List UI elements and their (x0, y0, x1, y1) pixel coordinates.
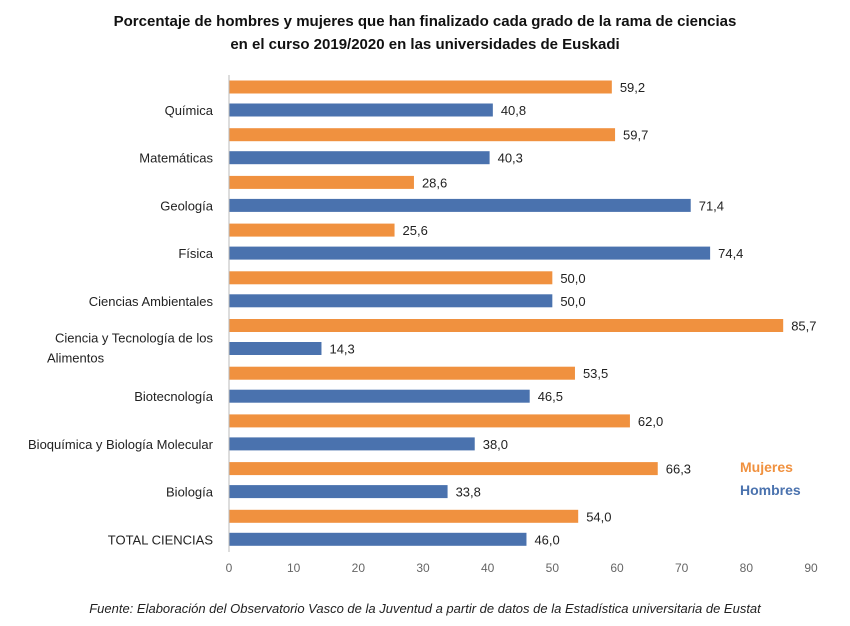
data-label: 25,6 (403, 223, 428, 238)
data-label: 38,0 (483, 437, 508, 452)
bar-mujeres (229, 271, 553, 285)
category-label: Física (178, 246, 213, 261)
bar-hombres (229, 246, 711, 260)
bar-hombres (229, 103, 493, 117)
x-tick-label: 60 (610, 561, 624, 575)
category-label: Bioquímica y Biología Molecular (28, 437, 214, 452)
data-label: 40,8 (501, 103, 526, 118)
data-label: 71,4 (699, 198, 724, 213)
category-label: Alimentos (47, 351, 105, 366)
data-label: 28,6 (422, 175, 447, 190)
chart-title-line-1: Porcentaje de hombres y mujeres que han … (113, 13, 737, 30)
category-label: Geología (160, 198, 214, 213)
bar-mujeres (229, 223, 395, 237)
bar-hombres (229, 342, 322, 355)
x-tick-label: 80 (740, 561, 754, 575)
data-label: 14,3 (329, 342, 354, 357)
data-label: 85,7 (791, 319, 816, 334)
data-label: 33,8 (456, 485, 481, 500)
data-label: 53,5 (583, 366, 608, 381)
bar-hombres (229, 389, 530, 403)
data-label: 74,4 (718, 246, 743, 261)
x-tick-label: 0 (226, 561, 233, 575)
data-label: 59,2 (620, 80, 645, 95)
chart-title-line-2: en el curso 2019/2020 en las universidad… (230, 36, 620, 53)
bar-mujeres (229, 366, 575, 380)
x-tick-label: 30 (416, 561, 430, 575)
bar-hombres (229, 198, 691, 212)
data-label: 62,0 (638, 414, 663, 429)
x-tick-label: 20 (352, 561, 366, 575)
category-label: Matemáticas (139, 151, 213, 166)
data-label: 46,5 (538, 389, 563, 404)
x-tick-label: 70 (675, 561, 689, 575)
x-tick-label: 10 (287, 561, 301, 575)
category-label: Ciencias Ambientales (89, 294, 214, 309)
bar-hombres (229, 485, 448, 499)
bar-mujeres (229, 509, 579, 523)
category-label: Biología (166, 485, 214, 500)
bar-mujeres (229, 128, 616, 142)
bar-hombres (229, 437, 475, 451)
x-tick-label: 90 (804, 561, 818, 575)
data-label: 50,0 (560, 271, 585, 286)
bar-mujeres (229, 414, 630, 428)
legend-mujeres: Mujeres (740, 459, 793, 475)
chart-footer: Fuente: Elaboración del Observatorio Vas… (89, 601, 761, 616)
bar-mujeres (229, 462, 658, 476)
data-label: 66,3 (666, 462, 691, 477)
data-label: 46,0 (534, 532, 559, 547)
data-label: 54,0 (586, 509, 611, 524)
category-label: Ciencia y Tecnología de los (55, 331, 214, 346)
category-label: Biotecnología (134, 389, 214, 404)
data-label: 40,3 (498, 151, 523, 166)
bar-mujeres (229, 175, 414, 189)
bar-hombres (229, 532, 527, 546)
x-tick-label: 40 (481, 561, 495, 575)
legend-hombres: Hombres (740, 482, 801, 498)
bar-hombres (229, 294, 553, 308)
bar-hombres (229, 151, 490, 165)
category-label: Química (165, 103, 214, 118)
x-tick-label: 50 (546, 561, 560, 575)
data-label: 50,0 (560, 294, 585, 309)
data-label: 59,7 (623, 128, 648, 143)
bar-mujeres (229, 319, 784, 332)
category-label: TOTAL CIENCIAS (108, 532, 214, 547)
bar-mujeres (229, 80, 612, 94)
